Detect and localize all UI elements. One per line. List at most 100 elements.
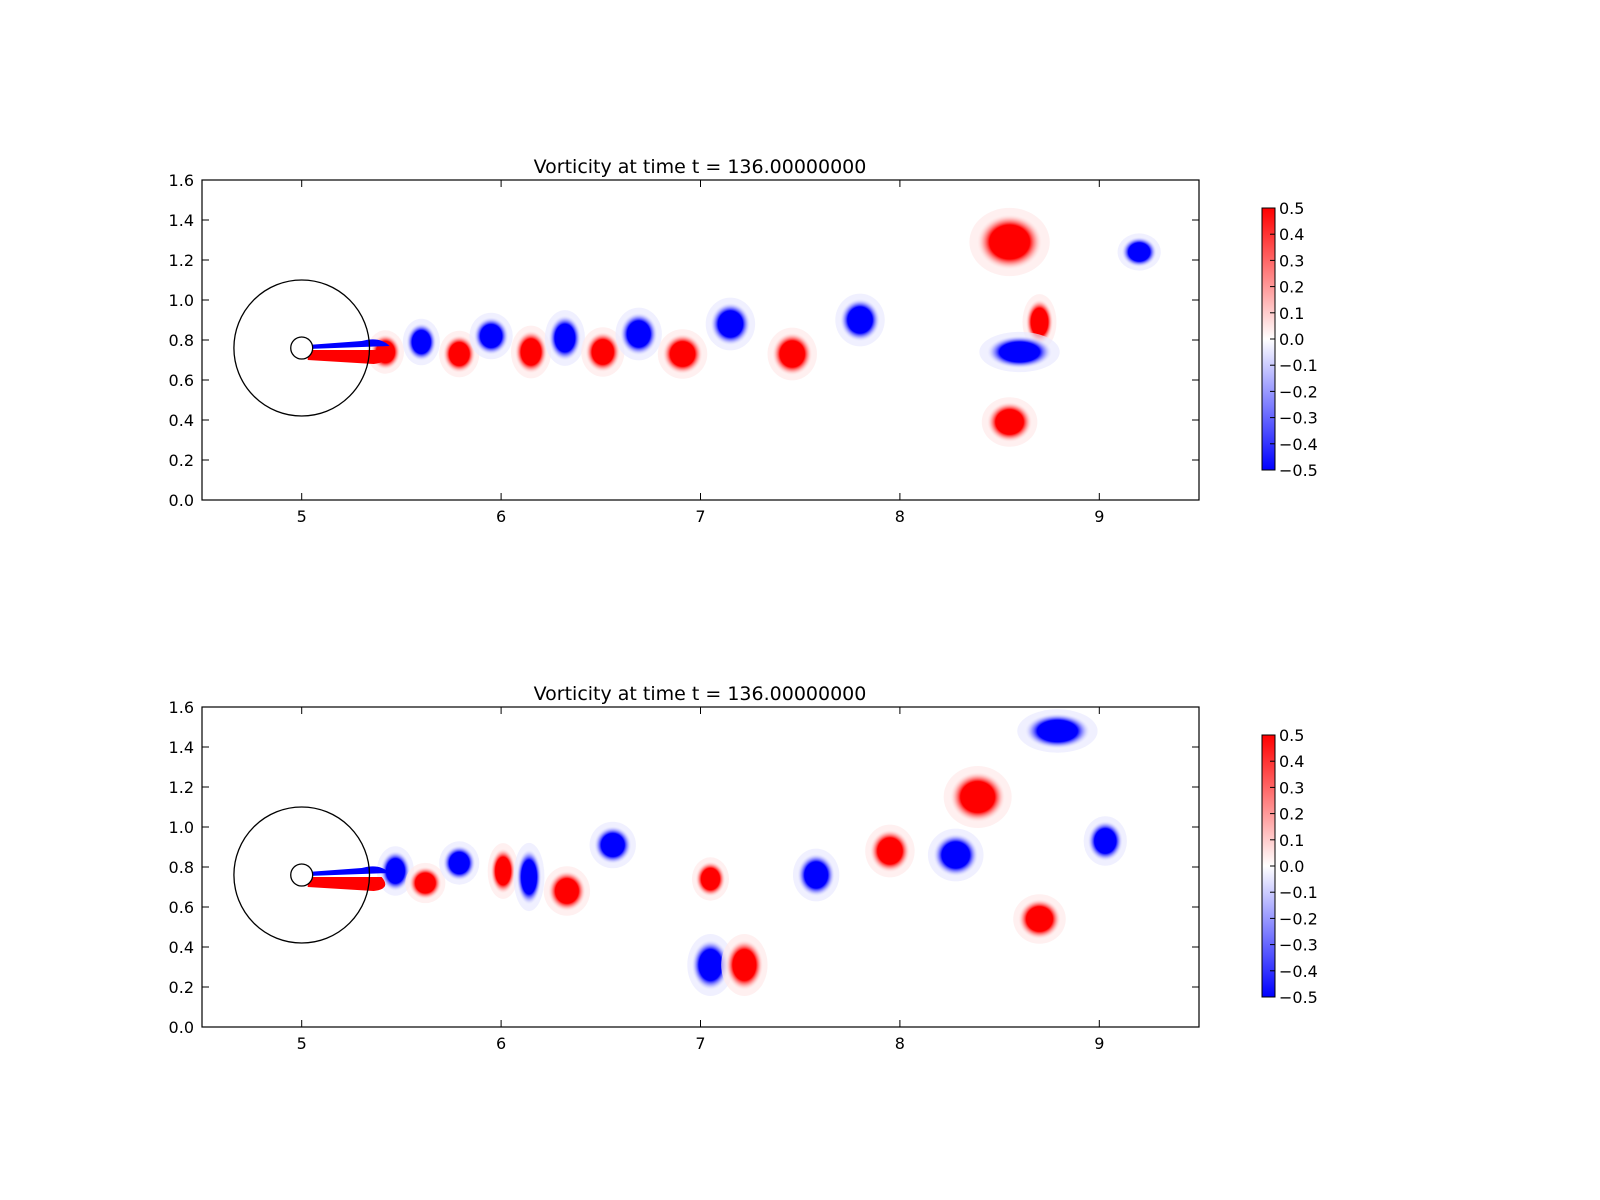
vortex-negative bbox=[1121, 237, 1157, 267]
x-tick-label: 9 bbox=[1094, 1034, 1104, 1053]
colorbar-ticks: 0.5 0.4 0.3 0.2 0.1 0.0 −0.1 −0.2 −0.3 −0.4 −0.5 bbox=[1270, 726, 1318, 1007]
x-tick-label: 9 bbox=[1094, 507, 1104, 526]
y-tick-label: 0.6 bbox=[169, 371, 194, 390]
colorbar-tick-label: −0.3 bbox=[1279, 409, 1318, 428]
vortex-positive bbox=[409, 866, 442, 900]
vortex-positive bbox=[514, 330, 548, 374]
y-tick-label: 1.0 bbox=[169, 818, 194, 837]
ticks-layer: 5 6 7 8 9 0.0 0.2 0.4 0.6 0.8 1.0 1.2 1.4 1.6 bbox=[169, 171, 1199, 526]
y-tick-label: 1.2 bbox=[169, 251, 194, 270]
y-tick-label: 1.6 bbox=[169, 171, 194, 190]
colorbar-tick-label: 0.0 bbox=[1279, 330, 1304, 349]
x-tick-label: 8 bbox=[895, 1034, 905, 1053]
y-tick-label: 0.4 bbox=[169, 938, 194, 957]
overlay-layer bbox=[233, 279, 390, 417]
colorbar-tick-label: 0.1 bbox=[1279, 304, 1304, 323]
colorbar-tick-label: −0.5 bbox=[1279, 461, 1318, 480]
y-tick-label: 0.0 bbox=[169, 491, 194, 510]
vortex-negative bbox=[987, 335, 1052, 369]
colorbar-tick-label: −0.2 bbox=[1279, 909, 1318, 928]
y-tick-label: 1.0 bbox=[169, 291, 194, 310]
vortex-negative bbox=[473, 317, 509, 355]
vortex-positive bbox=[987, 402, 1033, 442]
y-tick-label: 0.8 bbox=[169, 331, 194, 350]
cylinder-circle bbox=[290, 863, 314, 887]
large-circle bbox=[233, 806, 371, 944]
y-tick-label: 0.8 bbox=[169, 858, 194, 877]
vortex-positive bbox=[1018, 899, 1061, 939]
colorbar-tick-label: −0.2 bbox=[1279, 382, 1318, 401]
vortex-positive bbox=[443, 335, 476, 373]
shear-layer-positive bbox=[307, 350, 386, 364]
cylinder-circle bbox=[290, 336, 314, 360]
vortex-negative bbox=[516, 849, 542, 905]
colorbar-tick-label: 0.4 bbox=[1279, 752, 1304, 771]
colorbar-tick-label: −0.1 bbox=[1279, 356, 1318, 375]
colorbar-tick-label: 0.4 bbox=[1279, 225, 1304, 244]
colorbar-tick-label: 0.1 bbox=[1279, 831, 1304, 850]
y-tick-label: 1.6 bbox=[169, 698, 194, 717]
y-tick-label: 0.6 bbox=[169, 898, 194, 917]
vortex-positive bbox=[772, 332, 813, 376]
ticks-layer: 5 6 7 8 9 0.0 0.2 0.4 0.6 0.8 1.0 1.2 1.4 1.6 bbox=[169, 698, 1199, 1053]
vortex-positive bbox=[977, 214, 1042, 270]
vortex-negative bbox=[933, 833, 979, 877]
vortex-positive bbox=[548, 871, 586, 911]
colorbar-tick-label: −0.3 bbox=[1279, 936, 1318, 955]
vortex-negative bbox=[797, 853, 835, 897]
y-tick-label: 1.4 bbox=[169, 211, 194, 230]
y-tick-label: 0.4 bbox=[169, 411, 194, 430]
vortex-positive bbox=[585, 332, 621, 372]
overlay-layer bbox=[233, 806, 390, 944]
panel-top: 5 6 7 8 9 0.0 0.2 0.4 0.6 0.8 1.0 1.2 1.4 1.6 Vortici… bbox=[169, 156, 1318, 526]
panel-bottom: 5 6 7 8 9 0.0 0.2 0.4 0.6 0.8 1.0 1.2 1.4 1.6 Vortici… bbox=[169, 683, 1318, 1053]
y-tick-label: 0.2 bbox=[169, 451, 194, 470]
vortex-positive bbox=[869, 829, 910, 873]
vortex-negative bbox=[380, 851, 411, 891]
x-tick-label: 5 bbox=[297, 1034, 307, 1053]
vortex-negative bbox=[548, 315, 582, 361]
colorbar-tick-label: 0.0 bbox=[1279, 857, 1304, 876]
chart-title: Vorticity at time t = 136.00000000 bbox=[534, 156, 867, 178]
vortex-negative bbox=[594, 826, 632, 864]
large-circle bbox=[233, 279, 371, 417]
y-tick-label: 1.2 bbox=[169, 778, 194, 797]
colorbar-tick-label: 0.3 bbox=[1279, 778, 1304, 797]
colorbar-tick-label: 0.5 bbox=[1279, 199, 1304, 218]
colorbar-tick-label: 0.2 bbox=[1279, 278, 1304, 297]
x-tick-label: 7 bbox=[695, 1034, 705, 1053]
colorbar-tick-label: 0.3 bbox=[1279, 251, 1304, 270]
colorbar-tick-label: −0.1 bbox=[1279, 883, 1318, 902]
vortex-negative bbox=[1087, 821, 1123, 861]
heatmap-layer bbox=[366, 207, 1161, 447]
colorbar-ticks: 0.5 0.4 0.3 0.2 0.1 0.0 −0.1 −0.2 −0.3 −0.4 −0.5 bbox=[1270, 199, 1318, 480]
colorbar-tick-label: 0.2 bbox=[1279, 805, 1304, 824]
vortex-positive bbox=[662, 334, 703, 374]
vortex-positive bbox=[695, 861, 726, 897]
vortex-negative bbox=[840, 298, 880, 342]
colorbar-tick-label: −0.4 bbox=[1279, 962, 1318, 981]
vortex-negative bbox=[691, 940, 730, 990]
y-tick-label: 0.0 bbox=[169, 1018, 194, 1037]
y-tick-label: 0.2 bbox=[169, 978, 194, 997]
shear-layer-positive bbox=[307, 877, 386, 891]
y-tick-label: 1.4 bbox=[169, 738, 194, 757]
x-tick-label: 6 bbox=[496, 1034, 506, 1053]
x-tick-label: 6 bbox=[496, 507, 506, 526]
vortex-positive bbox=[950, 772, 1006, 822]
vortex-negative bbox=[406, 323, 437, 361]
vortex-negative bbox=[710, 302, 751, 346]
heatmap-layer bbox=[376, 709, 1127, 996]
vortex-positive bbox=[725, 940, 764, 990]
x-tick-label: 8 bbox=[895, 507, 905, 526]
chart-title: Vorticity at time t = 136.00000000 bbox=[534, 683, 867, 705]
vortex-negative bbox=[619, 312, 658, 356]
vortex-positive bbox=[490, 848, 516, 894]
vortex-negative bbox=[443, 845, 476, 881]
x-tick-label: 5 bbox=[297, 507, 307, 526]
x-tick-label: 7 bbox=[695, 507, 705, 526]
colorbar-tick-label: −0.4 bbox=[1279, 435, 1318, 454]
vortex-negative bbox=[1025, 713, 1090, 749]
colorbar-tick-label: −0.5 bbox=[1279, 988, 1318, 1007]
